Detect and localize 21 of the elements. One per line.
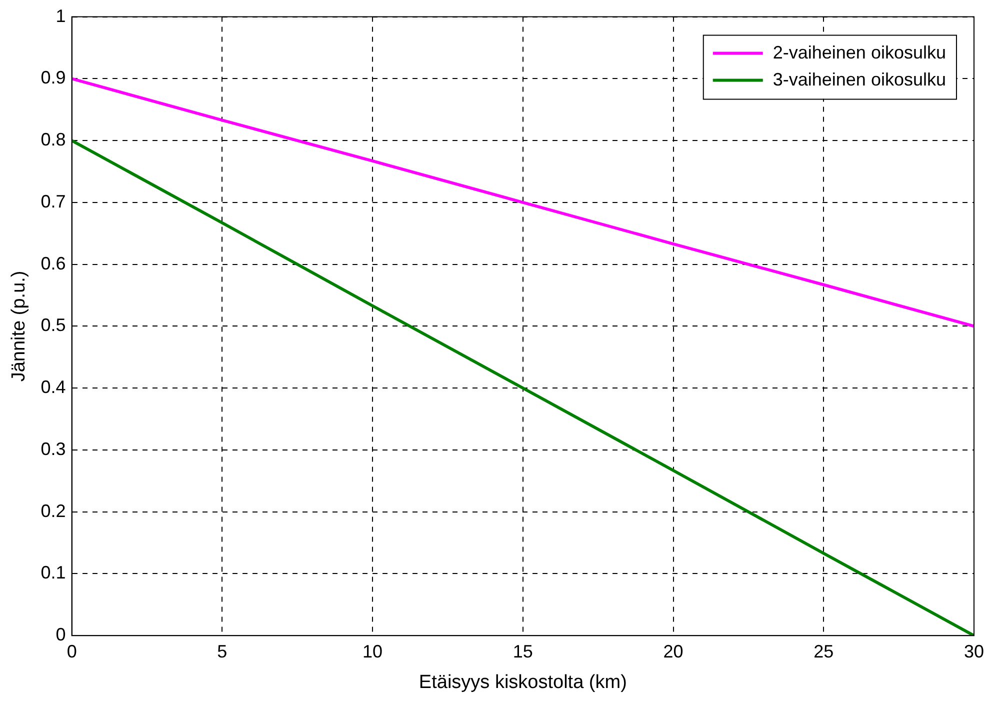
y-tick-label: 0.2 [40, 500, 66, 521]
x-tick-label: 5 [217, 641, 228, 662]
y-tick-label: 0.4 [40, 377, 66, 398]
x-tick-label: 25 [814, 641, 834, 662]
x-tick-label: 15 [512, 641, 533, 662]
y-tick-label: 1 [56, 6, 66, 26]
y-axis-title: Jännite (p.u.) [8, 270, 30, 382]
x-tick-label: 20 [663, 641, 684, 662]
y-tick-label: 0.1 [40, 562, 66, 583]
y-tick-label: 0 [56, 624, 66, 645]
y-tick-label: 0.3 [40, 438, 66, 459]
y-tick-label: 0.7 [40, 191, 66, 212]
y-tick-label: 0.5 [40, 315, 66, 336]
x-tick-label: 10 [362, 641, 383, 662]
y-tick-label: 0.9 [40, 68, 66, 88]
legend-label: 2-vaiheinen oikosulku [772, 42, 946, 62]
y-tick-label: 0.6 [40, 253, 66, 274]
y-tick-label: 0.8 [40, 130, 66, 150]
legend-label: 3-vaiheinen oikosulku [772, 69, 946, 90]
x-tick-label: 30 [964, 641, 984, 662]
x-axis-title: Etäisyys kiskostolta (km) [418, 672, 627, 693]
